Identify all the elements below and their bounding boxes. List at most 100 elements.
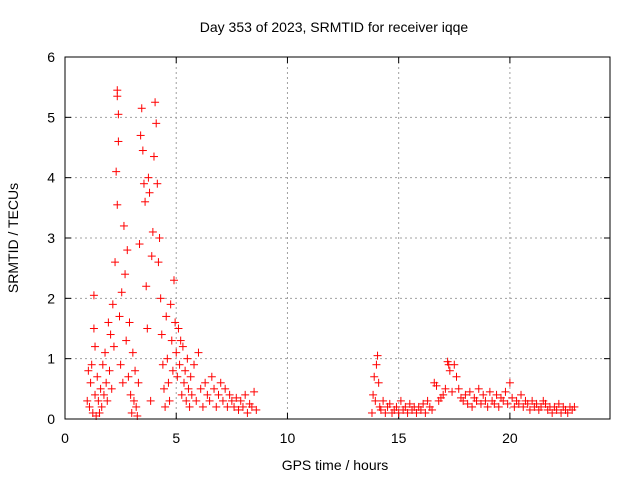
data-point	[532, 399, 541, 408]
chart-title: Day 353 of 2023, SRMTID for receiver iqq…	[200, 19, 469, 35]
data-point	[369, 390, 378, 399]
data-point	[230, 402, 239, 411]
data-point	[501, 387, 510, 396]
data-point	[111, 258, 120, 267]
data-point	[459, 396, 468, 405]
data-point	[490, 399, 499, 408]
data-point	[87, 360, 96, 369]
data-point	[570, 402, 579, 411]
data-point	[93, 372, 102, 381]
data-point	[114, 110, 123, 119]
data-point	[210, 384, 219, 393]
data-point	[114, 137, 123, 146]
data-point	[121, 270, 130, 279]
data-point	[157, 330, 166, 339]
data-point	[196, 384, 205, 393]
y-tick-label: 4	[47, 170, 55, 186]
data-point	[91, 390, 100, 399]
data-point	[109, 342, 118, 351]
data-point	[401, 402, 410, 411]
data-point	[514, 399, 523, 408]
data-point	[117, 288, 126, 297]
data-point	[164, 378, 173, 387]
data-point	[483, 402, 492, 411]
data-point	[372, 360, 381, 369]
data-point	[563, 408, 572, 417]
y-tick-label: 2	[47, 290, 55, 306]
data-point	[163, 354, 172, 363]
data-point	[510, 402, 519, 411]
data-point	[241, 390, 250, 399]
data-point	[97, 402, 106, 411]
data-point	[474, 384, 483, 393]
data-point	[167, 336, 176, 345]
data-point	[154, 258, 163, 267]
data-point	[376, 405, 385, 414]
data-point	[148, 227, 157, 236]
data-point	[115, 312, 124, 321]
data-point	[187, 390, 196, 399]
data-point	[95, 408, 104, 417]
data-point	[131, 366, 140, 375]
y-tick-label: 6	[47, 49, 55, 65]
data-point	[234, 405, 243, 414]
data-point	[468, 402, 477, 411]
data-point	[178, 342, 187, 351]
data-point	[122, 336, 131, 345]
data-point	[392, 402, 401, 411]
data-point	[419, 399, 428, 408]
data-point	[221, 384, 230, 393]
data-point	[367, 408, 376, 417]
y-tick-label: 0	[47, 411, 55, 427]
data-point	[91, 342, 100, 351]
data-point	[149, 152, 158, 161]
data-point	[158, 360, 167, 369]
data-point	[194, 348, 203, 357]
y-tick-label: 5	[47, 109, 55, 125]
data-point	[186, 372, 195, 381]
y-tick-label: 3	[47, 230, 55, 246]
data-point	[156, 294, 165, 303]
data-point	[252, 405, 261, 414]
data-point	[472, 396, 481, 405]
data-points-layer	[83, 86, 579, 420]
data-point	[548, 408, 557, 417]
data-point	[127, 408, 136, 417]
data-point	[135, 240, 144, 249]
data-point	[223, 402, 232, 411]
data-point	[112, 167, 121, 176]
data-point	[144, 173, 153, 182]
data-point	[172, 348, 181, 357]
data-point	[143, 324, 152, 333]
data-point	[465, 387, 474, 396]
data-point	[168, 366, 177, 375]
data-point	[185, 402, 194, 411]
x-tick-label: 20	[502, 430, 518, 446]
data-point	[183, 354, 192, 363]
data-point	[175, 360, 184, 369]
data-point	[161, 402, 170, 411]
data-point	[227, 396, 236, 405]
data-point	[423, 396, 432, 405]
data-point	[454, 384, 463, 393]
data-point	[99, 390, 108, 399]
data-point	[441, 384, 450, 393]
data-point	[124, 372, 133, 381]
data-point	[405, 399, 414, 408]
data-point	[86, 378, 95, 387]
data-point	[528, 396, 537, 405]
data-point	[104, 318, 113, 327]
data-point	[505, 378, 514, 387]
data-point	[176, 336, 185, 345]
data-point	[205, 396, 214, 405]
data-point	[554, 399, 563, 408]
x-tick-label: 10	[280, 430, 296, 446]
data-point	[403, 408, 412, 417]
data-point	[212, 402, 221, 411]
data-point	[218, 396, 227, 405]
data-point	[370, 372, 379, 381]
data-point	[479, 390, 488, 399]
data-point	[134, 378, 143, 387]
